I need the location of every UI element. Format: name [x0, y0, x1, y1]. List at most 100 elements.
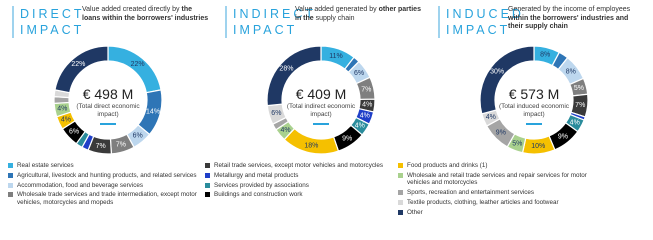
legend-swatch	[398, 163, 403, 168]
legend-item: Services provided by associations	[205, 182, 400, 190]
value-label: 30%	[490, 68, 504, 75]
title-line: IMPACT	[233, 23, 298, 37]
value-label: 9%	[496, 129, 506, 136]
value-label: 6%	[271, 110, 281, 117]
legend-swatch	[398, 209, 403, 215]
value-label: 4%	[360, 113, 370, 120]
legend-item: Agricultural, livestock and hunting prod…	[8, 172, 203, 180]
title-line: INDIRECT	[233, 7, 317, 21]
legend-swatch	[398, 190, 403, 196]
center-label: (Total induced economic impact)	[498, 103, 570, 118]
center-label: (Total direct economic impact)	[76, 103, 140, 118]
description: Value added generated by other parties i…	[295, 6, 425, 23]
legend-swatch	[8, 182, 13, 188]
legend-label: Metallurgy and metal products	[214, 171, 299, 179]
legend-label: Accommodation, food and beverage service…	[17, 181, 144, 189]
panel-title: INDIRECT IMPACT	[225, 6, 316, 38]
donut-segment	[283, 127, 340, 155]
legend-item: Real estate services	[8, 162, 203, 170]
center-dash	[526, 123, 542, 125]
legend-swatch	[205, 182, 210, 188]
legend-label: Agricultural, livestock and hunting prod…	[17, 171, 197, 179]
legend-swatch	[8, 172, 13, 178]
description-part: Generated by the income of employees	[508, 6, 631, 13]
legend-label: Real estate services	[17, 162, 74, 169]
value-label: 4%	[280, 127, 290, 134]
legend-swatch	[205, 172, 210, 178]
value-label: 4%	[61, 117, 71, 124]
value-label: 22%	[131, 61, 145, 68]
legend-label: Food products and drinks (1)	[407, 162, 488, 169]
center-dash	[100, 123, 116, 125]
description-part: other parties in the	[295, 6, 421, 22]
title-line: IMPACT	[20, 23, 85, 37]
legend-label: Wholesale and retail trade services and …	[407, 171, 587, 187]
legend-item: Wholesale trade services and trade inter…	[8, 191, 203, 206]
donut-segment	[479, 45, 535, 115]
description: Generated by the income of employees wit…	[508, 6, 638, 32]
value-label: 8%	[566, 68, 576, 75]
legend-item: Wholesale and retail trade services and …	[398, 172, 593, 187]
legend-item: Metallurgy and metal products	[205, 172, 400, 180]
panel-title: INDUCED IMPACT	[438, 6, 524, 38]
donut: 11%6%7%4%4%4%9%18%4%6%28%	[266, 45, 376, 155]
impact-panel: INDIRECT IMPACT Value added generated by o…	[213, 0, 428, 160]
description-part: supply chain	[313, 14, 355, 22]
legend-swatch	[205, 192, 210, 198]
value-label: 7%	[96, 143, 106, 150]
title-line: DIRECT	[20, 7, 85, 21]
value-label: 7%	[575, 102, 585, 109]
infographic: DIRECT IMPACT Value added created directly…	[0, 0, 641, 217]
title-line: IMPACT	[446, 23, 511, 37]
impact-panel: DIRECT IMPACT Value added created directly…	[0, 0, 215, 160]
impact-panel: INDUCED IMPACT Generated by the income of …	[426, 0, 641, 160]
donut: 8%8%5%7%4%9%10%5%9%4%30%	[479, 45, 589, 155]
legend-swatch	[398, 199, 403, 205]
legend-label: Services provided by associations	[214, 181, 309, 189]
value-label: 14%	[146, 108, 160, 115]
legend-swatch	[398, 172, 403, 178]
value-label: 4%	[355, 122, 365, 129]
center-value: € 409 M	[295, 86, 347, 102]
center-value: € 498 M	[82, 86, 134, 102]
value-label: 9%	[558, 133, 568, 140]
value-label: 6%	[354, 70, 364, 77]
value-label: 18%	[304, 142, 318, 149]
legend-swatch	[8, 163, 13, 168]
legend-column: Food products and drinks (1) Wholesale an…	[398, 162, 593, 217]
legend-item: Buildings and construction work	[205, 191, 400, 199]
legend-column: Retail trade services, except motor vehi…	[205, 162, 400, 201]
legend-label: Buildings and construction work	[214, 191, 303, 199]
legend-item: Sports, recreation and entertainment ser…	[398, 189, 593, 197]
legend-label: Textile products, clothing, leather arti…	[407, 198, 559, 206]
value-label: 22%	[71, 61, 85, 68]
value-label: 4%	[570, 119, 580, 126]
donut: 22% 14% 6% 7% 7% 6% 4% 4% 22%	[53, 45, 163, 155]
value-label: 5%	[574, 85, 584, 92]
title-line: INDUCED	[446, 7, 524, 21]
description-part: Value added created directly by	[82, 6, 182, 13]
legend-swatch	[205, 163, 210, 168]
value-label: 11%	[329, 53, 343, 60]
description-part: Value added generated by	[295, 6, 379, 13]
value-label: 9%	[342, 135, 352, 142]
value-label: 5%	[512, 140, 522, 147]
value-label: 6%	[69, 129, 79, 136]
legend-label: Other	[407, 208, 423, 216]
legend-item: Food products and drinks (1)	[398, 162, 593, 170]
value-label: 4%	[362, 102, 372, 109]
value-label: 4%	[57, 106, 67, 113]
value-label: 28%	[279, 66, 293, 73]
donut-segment	[54, 45, 109, 94]
legend-item: Accommodation, food and beverage service…	[8, 182, 203, 190]
center-dash	[313, 123, 329, 125]
legend-item: Other	[398, 209, 593, 217]
legend-item: Textile products, clothing, leather arti…	[398, 199, 593, 207]
value-label: 6%	[133, 133, 143, 140]
legend-column: Real estate services Agricultural, livest…	[8, 162, 203, 209]
description: Value added created directly by the loan…	[82, 6, 212, 23]
legend-swatch	[8, 192, 13, 198]
legend-label: Sports, recreation and entertainment ser…	[407, 189, 535, 197]
panel-title: DIRECT IMPACT	[12, 6, 85, 38]
value-label: 7%	[361, 86, 371, 93]
